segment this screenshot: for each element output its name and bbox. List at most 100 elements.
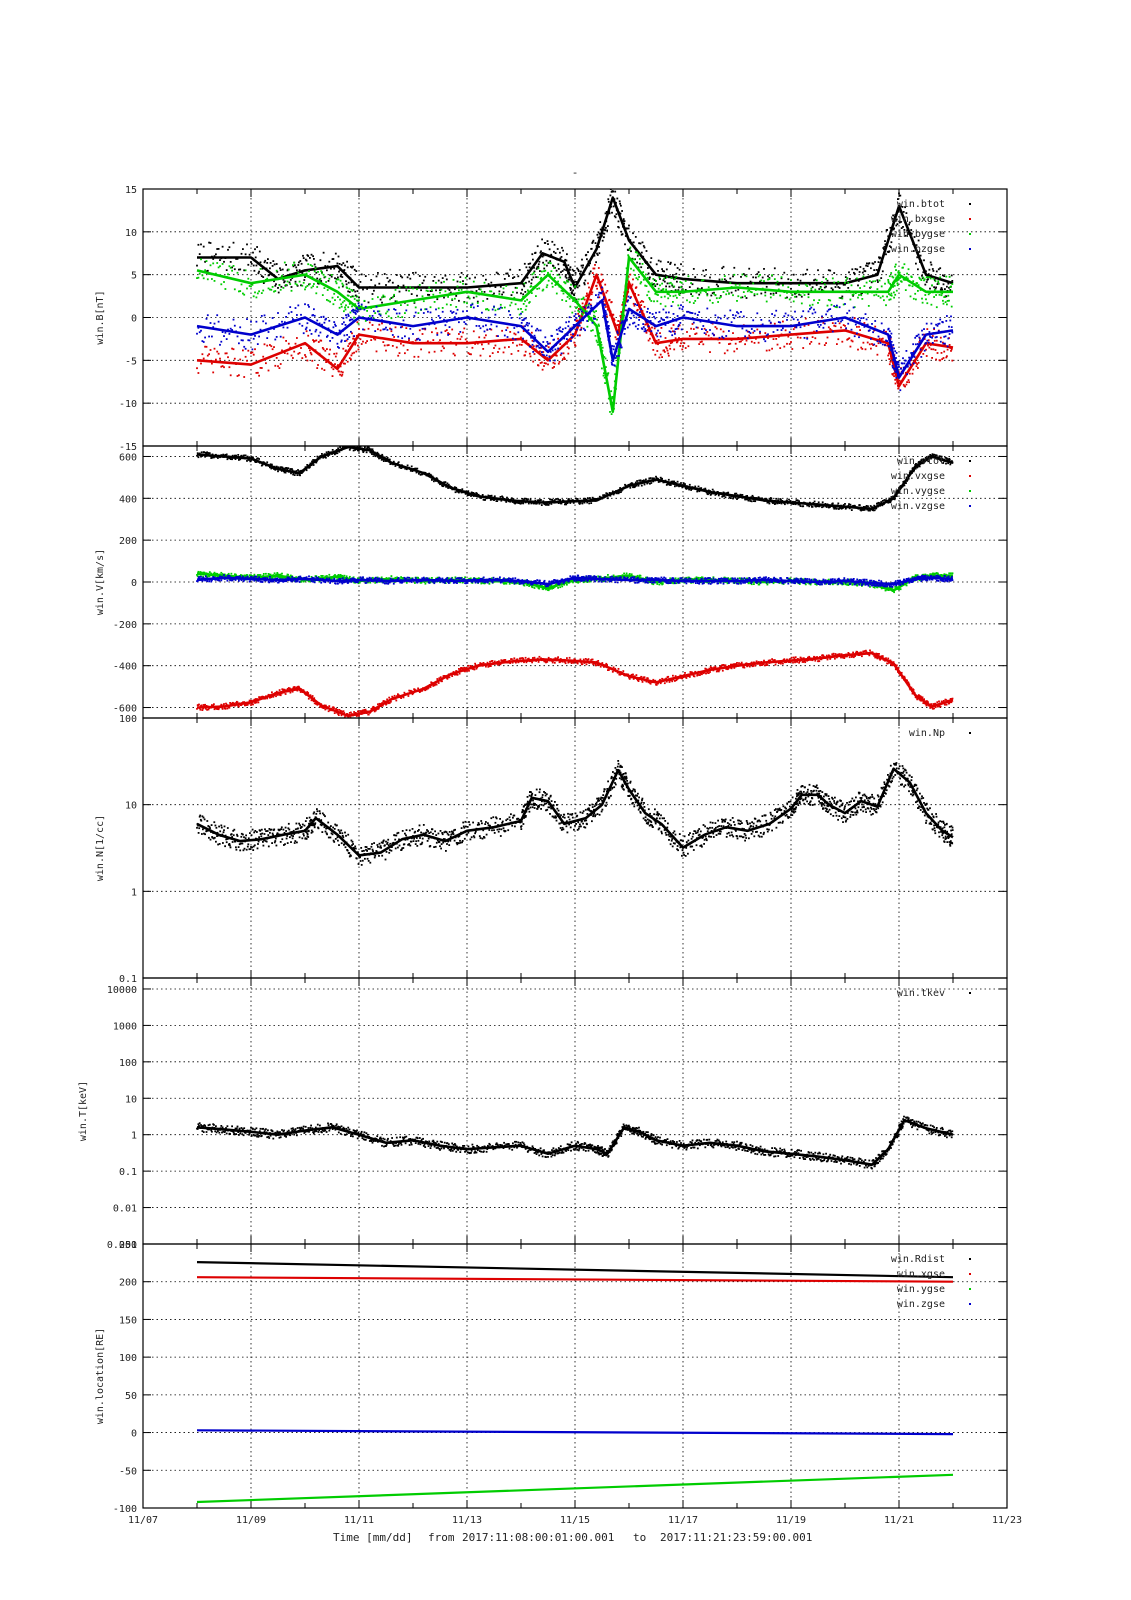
data-point xyxy=(278,693,280,696)
data-point xyxy=(586,265,589,267)
data-point xyxy=(306,359,309,362)
data-point xyxy=(441,307,444,309)
data-point xyxy=(846,312,849,315)
data-point xyxy=(590,329,593,332)
data-point xyxy=(746,330,749,333)
data-point xyxy=(740,311,742,313)
data-point xyxy=(602,278,604,281)
data-point xyxy=(251,257,254,260)
data-point xyxy=(860,346,863,349)
data-point xyxy=(595,261,597,264)
data-point xyxy=(317,282,320,285)
data-point xyxy=(238,702,241,705)
data-point xyxy=(611,363,614,366)
data-point xyxy=(667,311,670,314)
data-point xyxy=(850,284,853,287)
data-point xyxy=(414,339,417,342)
data-point xyxy=(504,499,507,502)
data-point xyxy=(699,320,702,323)
data-point xyxy=(651,477,654,480)
data-point xyxy=(682,482,685,485)
data-point xyxy=(593,267,596,270)
data-point xyxy=(626,326,629,329)
data-point xyxy=(690,312,692,314)
data-point xyxy=(765,498,768,501)
data-point xyxy=(642,255,645,258)
data-point xyxy=(418,471,421,474)
data-point xyxy=(624,243,626,246)
data-point xyxy=(780,329,783,331)
data-point xyxy=(842,283,845,286)
data-point xyxy=(709,494,712,496)
data-point xyxy=(753,293,756,295)
data-point xyxy=(304,354,306,356)
data-point xyxy=(575,500,578,503)
data-point xyxy=(895,218,898,221)
data-point xyxy=(640,481,643,484)
data-point xyxy=(768,278,771,280)
data-point xyxy=(536,499,539,502)
data-point xyxy=(229,457,231,459)
data-point xyxy=(548,248,551,251)
data-point xyxy=(638,276,640,278)
data-point xyxy=(697,485,700,488)
data-point xyxy=(883,329,885,332)
data-point xyxy=(409,286,412,289)
data-point xyxy=(734,314,737,317)
data-point xyxy=(936,283,939,285)
data-point xyxy=(929,261,932,264)
data-point xyxy=(784,329,787,332)
data-point xyxy=(946,460,949,462)
data-point xyxy=(800,315,803,318)
data-point xyxy=(268,694,271,696)
data-point xyxy=(685,488,688,490)
data-point xyxy=(786,499,788,502)
data-point xyxy=(744,343,746,346)
data-point xyxy=(623,299,626,302)
data-point xyxy=(605,313,608,316)
data-point xyxy=(622,298,625,301)
data-point xyxy=(673,348,676,351)
data-point xyxy=(398,312,401,315)
data-point xyxy=(462,331,464,334)
data-point xyxy=(914,336,917,339)
data-point xyxy=(487,283,490,285)
data-point xyxy=(769,321,772,324)
data-point xyxy=(409,342,412,344)
data-point xyxy=(532,258,534,261)
legend-marker xyxy=(969,233,971,235)
data-point xyxy=(702,325,705,327)
data-point xyxy=(830,329,833,332)
data-point xyxy=(937,282,940,285)
data-point xyxy=(347,446,350,447)
data-point xyxy=(611,355,614,358)
data-point xyxy=(741,327,744,330)
data-point xyxy=(563,356,566,359)
data-point xyxy=(703,489,706,491)
data-point xyxy=(807,310,810,313)
data-point xyxy=(667,322,670,324)
data-point xyxy=(632,322,634,325)
data-point xyxy=(238,374,240,377)
data-point xyxy=(875,293,878,296)
data-point xyxy=(440,349,443,352)
data-point xyxy=(281,320,283,323)
data-point xyxy=(362,288,364,291)
data-point xyxy=(788,501,791,504)
data-point xyxy=(924,294,927,296)
data-point xyxy=(602,494,604,497)
data-point xyxy=(232,265,235,267)
data-point xyxy=(371,315,374,317)
data-point xyxy=(850,339,853,342)
data-point xyxy=(840,320,842,323)
data-point xyxy=(305,259,308,262)
data-point xyxy=(329,709,331,712)
data-point xyxy=(744,295,746,298)
data-point xyxy=(937,323,940,325)
data-point xyxy=(271,273,273,276)
data-point xyxy=(294,307,297,309)
data-point xyxy=(942,302,945,305)
data-point xyxy=(387,280,390,283)
data-point xyxy=(267,287,270,290)
data-point xyxy=(861,506,864,509)
